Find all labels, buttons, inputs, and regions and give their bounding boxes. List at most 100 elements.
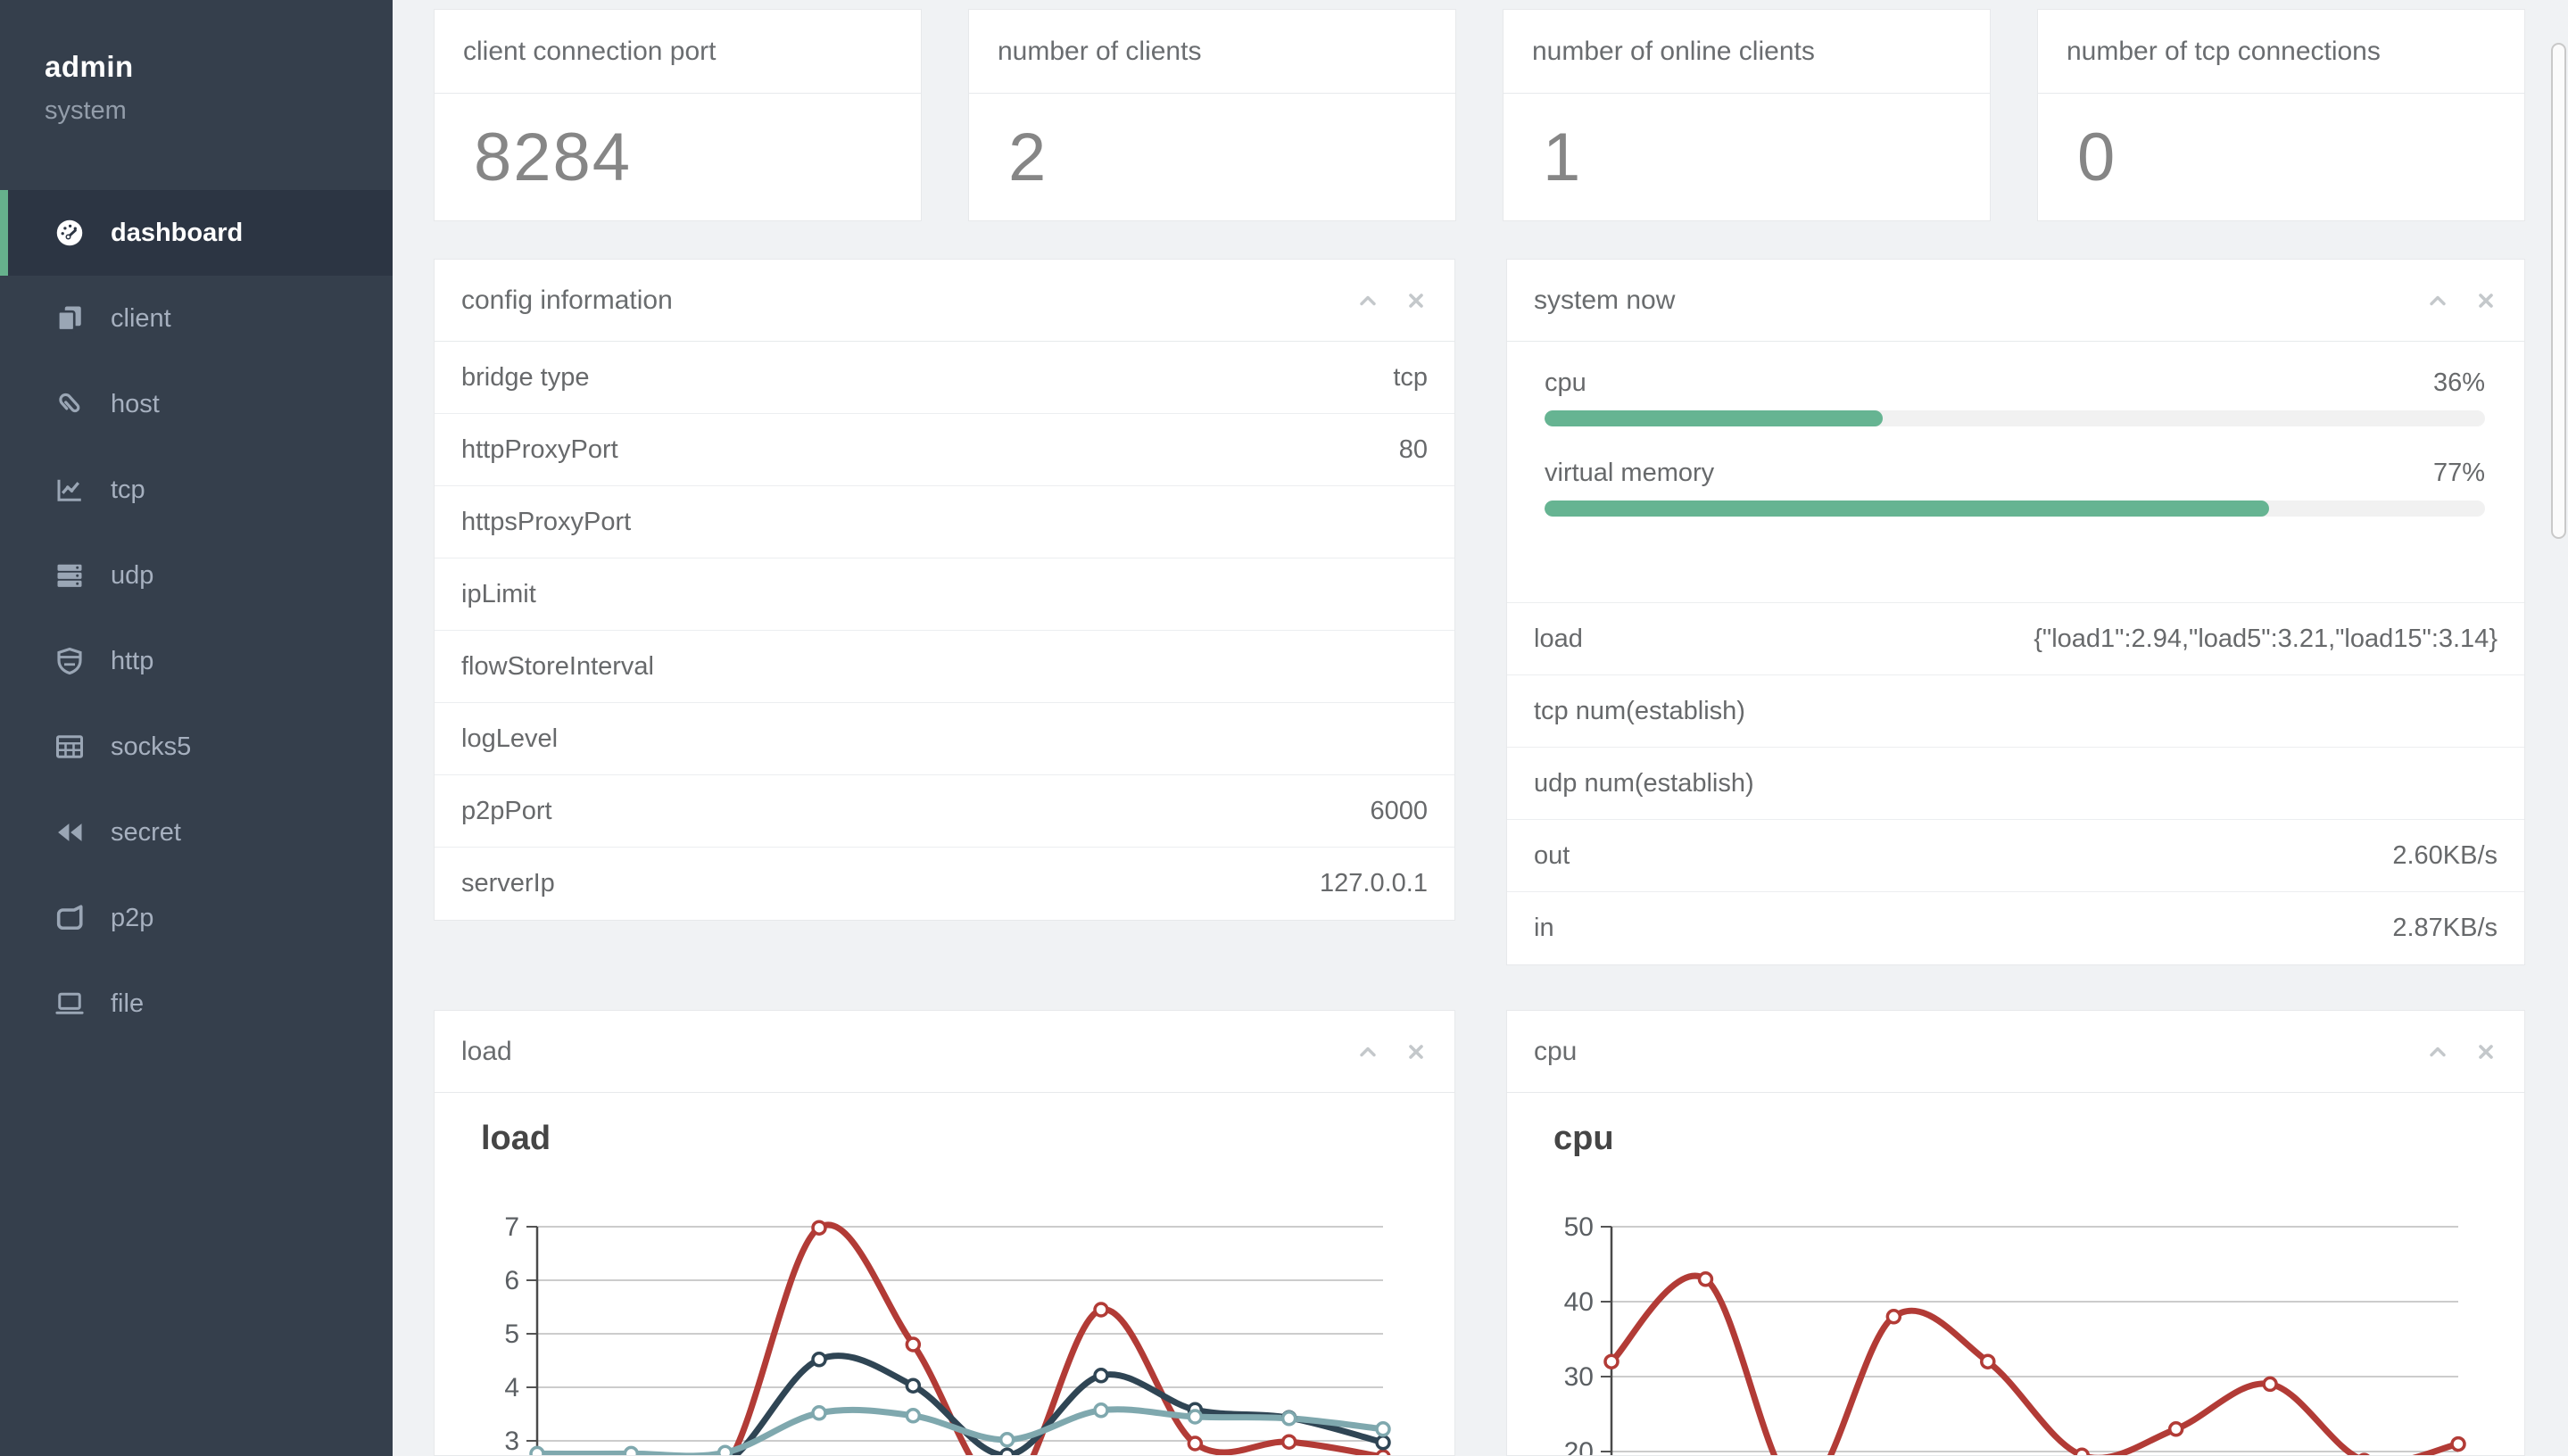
sidebar-item-socks5[interactable]: socks5 [0, 704, 393, 790]
system-gauges: cpu 36% virtual memory 77% [1507, 342, 2524, 603]
progress-fill [1545, 500, 2269, 517]
gauge-percent: 77% [2432, 459, 2485, 487]
sidebar-item-label: p2p [111, 903, 154, 932]
stat-card-number-of-online-clients: number of online clients 1 [1503, 9, 1991, 221]
sidebar-item-label: host [111, 389, 160, 418]
row-label: serverIp [461, 869, 555, 898]
sidebar-item-secret[interactable]: secret [0, 790, 393, 875]
rewind-icon [52, 815, 87, 850]
copy-icon [52, 301, 87, 336]
panel-title: config information [461, 285, 673, 315]
collapse-icon[interactable] [2426, 1040, 2449, 1063]
load-line-chart[interactable]: 7 6 5 4 3 [435, 1093, 1454, 1456]
collapse-icon[interactable] [2426, 289, 2449, 312]
gauge-label: virtual memory [1545, 459, 1715, 487]
chart-title: cpu [1553, 1120, 1614, 1157]
cpu-chart-panel: cpu cpu 50 40 30 20 [1506, 1010, 2525, 1456]
system-now-panel: system now cpu 36% [1506, 259, 2525, 965]
sidebar-item-label: file [111, 989, 145, 1018]
row-value: 2.60KB/s [2392, 840, 2498, 870]
row-label: httpsProxyPort [461, 507, 632, 536]
panel-header: system now [1507, 260, 2524, 342]
stat-card-title: number of clients [969, 10, 1455, 94]
row-label: flowStoreInterval [461, 651, 654, 681]
sidebar-item-dashboard[interactable]: dashboard [0, 190, 393, 276]
panel-tools [2426, 1011, 2498, 1092]
row-value: 6000 [1370, 796, 1428, 825]
row-label: tcp num(establish) [1534, 696, 1745, 725]
table-row: bridge type tcp [435, 342, 1454, 414]
server-icon [52, 558, 87, 593]
dashboard-icon [52, 215, 87, 251]
cpu-chart: cpu 50 40 30 20 [1507, 1093, 2524, 1456]
panel-title: cpu [1534, 1036, 1578, 1066]
row-label: bridge type [461, 362, 590, 392]
sidebar-item-tcp[interactable]: tcp [0, 447, 393, 533]
close-icon[interactable] [2474, 1040, 2498, 1063]
svg-text:4: 4 [504, 1373, 519, 1402]
sidebar-item-host[interactable]: host [0, 361, 393, 447]
sidebar-item-p2p[interactable]: p2p [0, 875, 393, 961]
progress-track [1545, 500, 2485, 517]
panel-header: load [435, 1011, 1454, 1093]
table-row: httpsProxyPort [435, 486, 1454, 558]
stat-card-title: client connection port [435, 10, 921, 94]
shield-icon [52, 643, 87, 679]
svg-text:20: 20 [1564, 1437, 1594, 1456]
svg-text:3: 3 [504, 1427, 519, 1456]
collapse-icon[interactable] [1356, 1040, 1379, 1063]
stats-row: client connection port 8284 number of cl… [434, 9, 2525, 221]
panel-header: cpu [1507, 1011, 2524, 1093]
virtual-memory-gauge: virtual memory 77% [1545, 459, 2485, 517]
stat-card-number-of-clients: number of clients 2 [968, 9, 1456, 221]
row-value: 80 [1398, 434, 1428, 464]
config-information-panel: config information bridge type tcp httpP… [434, 259, 1455, 921]
row-value: {"load1":2.94,"load5":3.21,"load15":3.14… [2034, 624, 2498, 653]
load-chart-panel: load load 7 6 5 4 3 [434, 1010, 1455, 1456]
table-row: load {"load1":2.94,"load5":3.21,"load15"… [1507, 603, 2524, 675]
paperclip-icon [52, 386, 87, 422]
gauge-percent: 36% [2432, 368, 2485, 397]
svg-text:30: 30 [1564, 1362, 1594, 1392]
sidebar-item-http[interactable]: http [0, 618, 393, 704]
user-role: system [45, 96, 127, 125]
sidebar-menu: dashboard client host tcp [0, 190, 393, 1046]
panel-title: load [461, 1036, 512, 1066]
row-label: load [1534, 624, 1583, 653]
panels-row-3: load load 7 6 5 4 3 cpu [434, 1010, 2525, 1456]
sidebar-item-label: client [111, 303, 171, 333]
svg-text:50: 50 [1564, 1212, 1594, 1242]
close-icon[interactable] [1404, 289, 1428, 312]
line-chart-icon [52, 472, 87, 508]
table-row: flowStoreInterval [435, 631, 1454, 703]
svg-text:5: 5 [504, 1320, 519, 1349]
table-row: serverIp 127.0.0.1 [435, 848, 1454, 920]
main-scrollbar[interactable] [2551, 43, 2566, 539]
table-row: in 2.87KB/s [1507, 892, 2524, 964]
stat-card-title: number of online clients [1504, 10, 1990, 94]
row-label: ipLimit [461, 579, 536, 608]
progress-fill [1545, 410, 1884, 426]
stat-card-number-of-tcp-connections: number of tcp connections 0 [2037, 9, 2525, 221]
cpu-line-chart[interactable]: 50 40 30 20 [1507, 1093, 2524, 1456]
sidebar-item-label: secret [111, 817, 181, 847]
table-row: out 2.60KB/s [1507, 820, 2524, 892]
panel-tools [1356, 1011, 1428, 1092]
close-icon[interactable] [2474, 289, 2498, 312]
svg-text:6: 6 [504, 1266, 519, 1295]
stat-card-value: 1 [1543, 119, 1583, 195]
progress-track [1545, 410, 2485, 426]
sidebar: admin system dashboard client h [0, 0, 393, 1456]
close-icon[interactable] [1404, 1040, 1428, 1063]
collapse-icon[interactable] [1356, 289, 1379, 312]
row-value: 2.87KB/s [2392, 914, 2498, 942]
row-label: udp num(establish) [1534, 768, 1754, 798]
sidebar-item-label: tcp [111, 475, 145, 504]
sidebar-item-file[interactable]: file [0, 961, 393, 1046]
row-label: out [1534, 840, 1570, 870]
table-row: ipLimit [435, 558, 1454, 631]
panel-header: config information [435, 260, 1454, 342]
sidebar-item-client[interactable]: client [0, 276, 393, 361]
sidebar-item-udp[interactable]: udp [0, 533, 393, 618]
row-value: 127.0.0.1 [1320, 869, 1428, 898]
